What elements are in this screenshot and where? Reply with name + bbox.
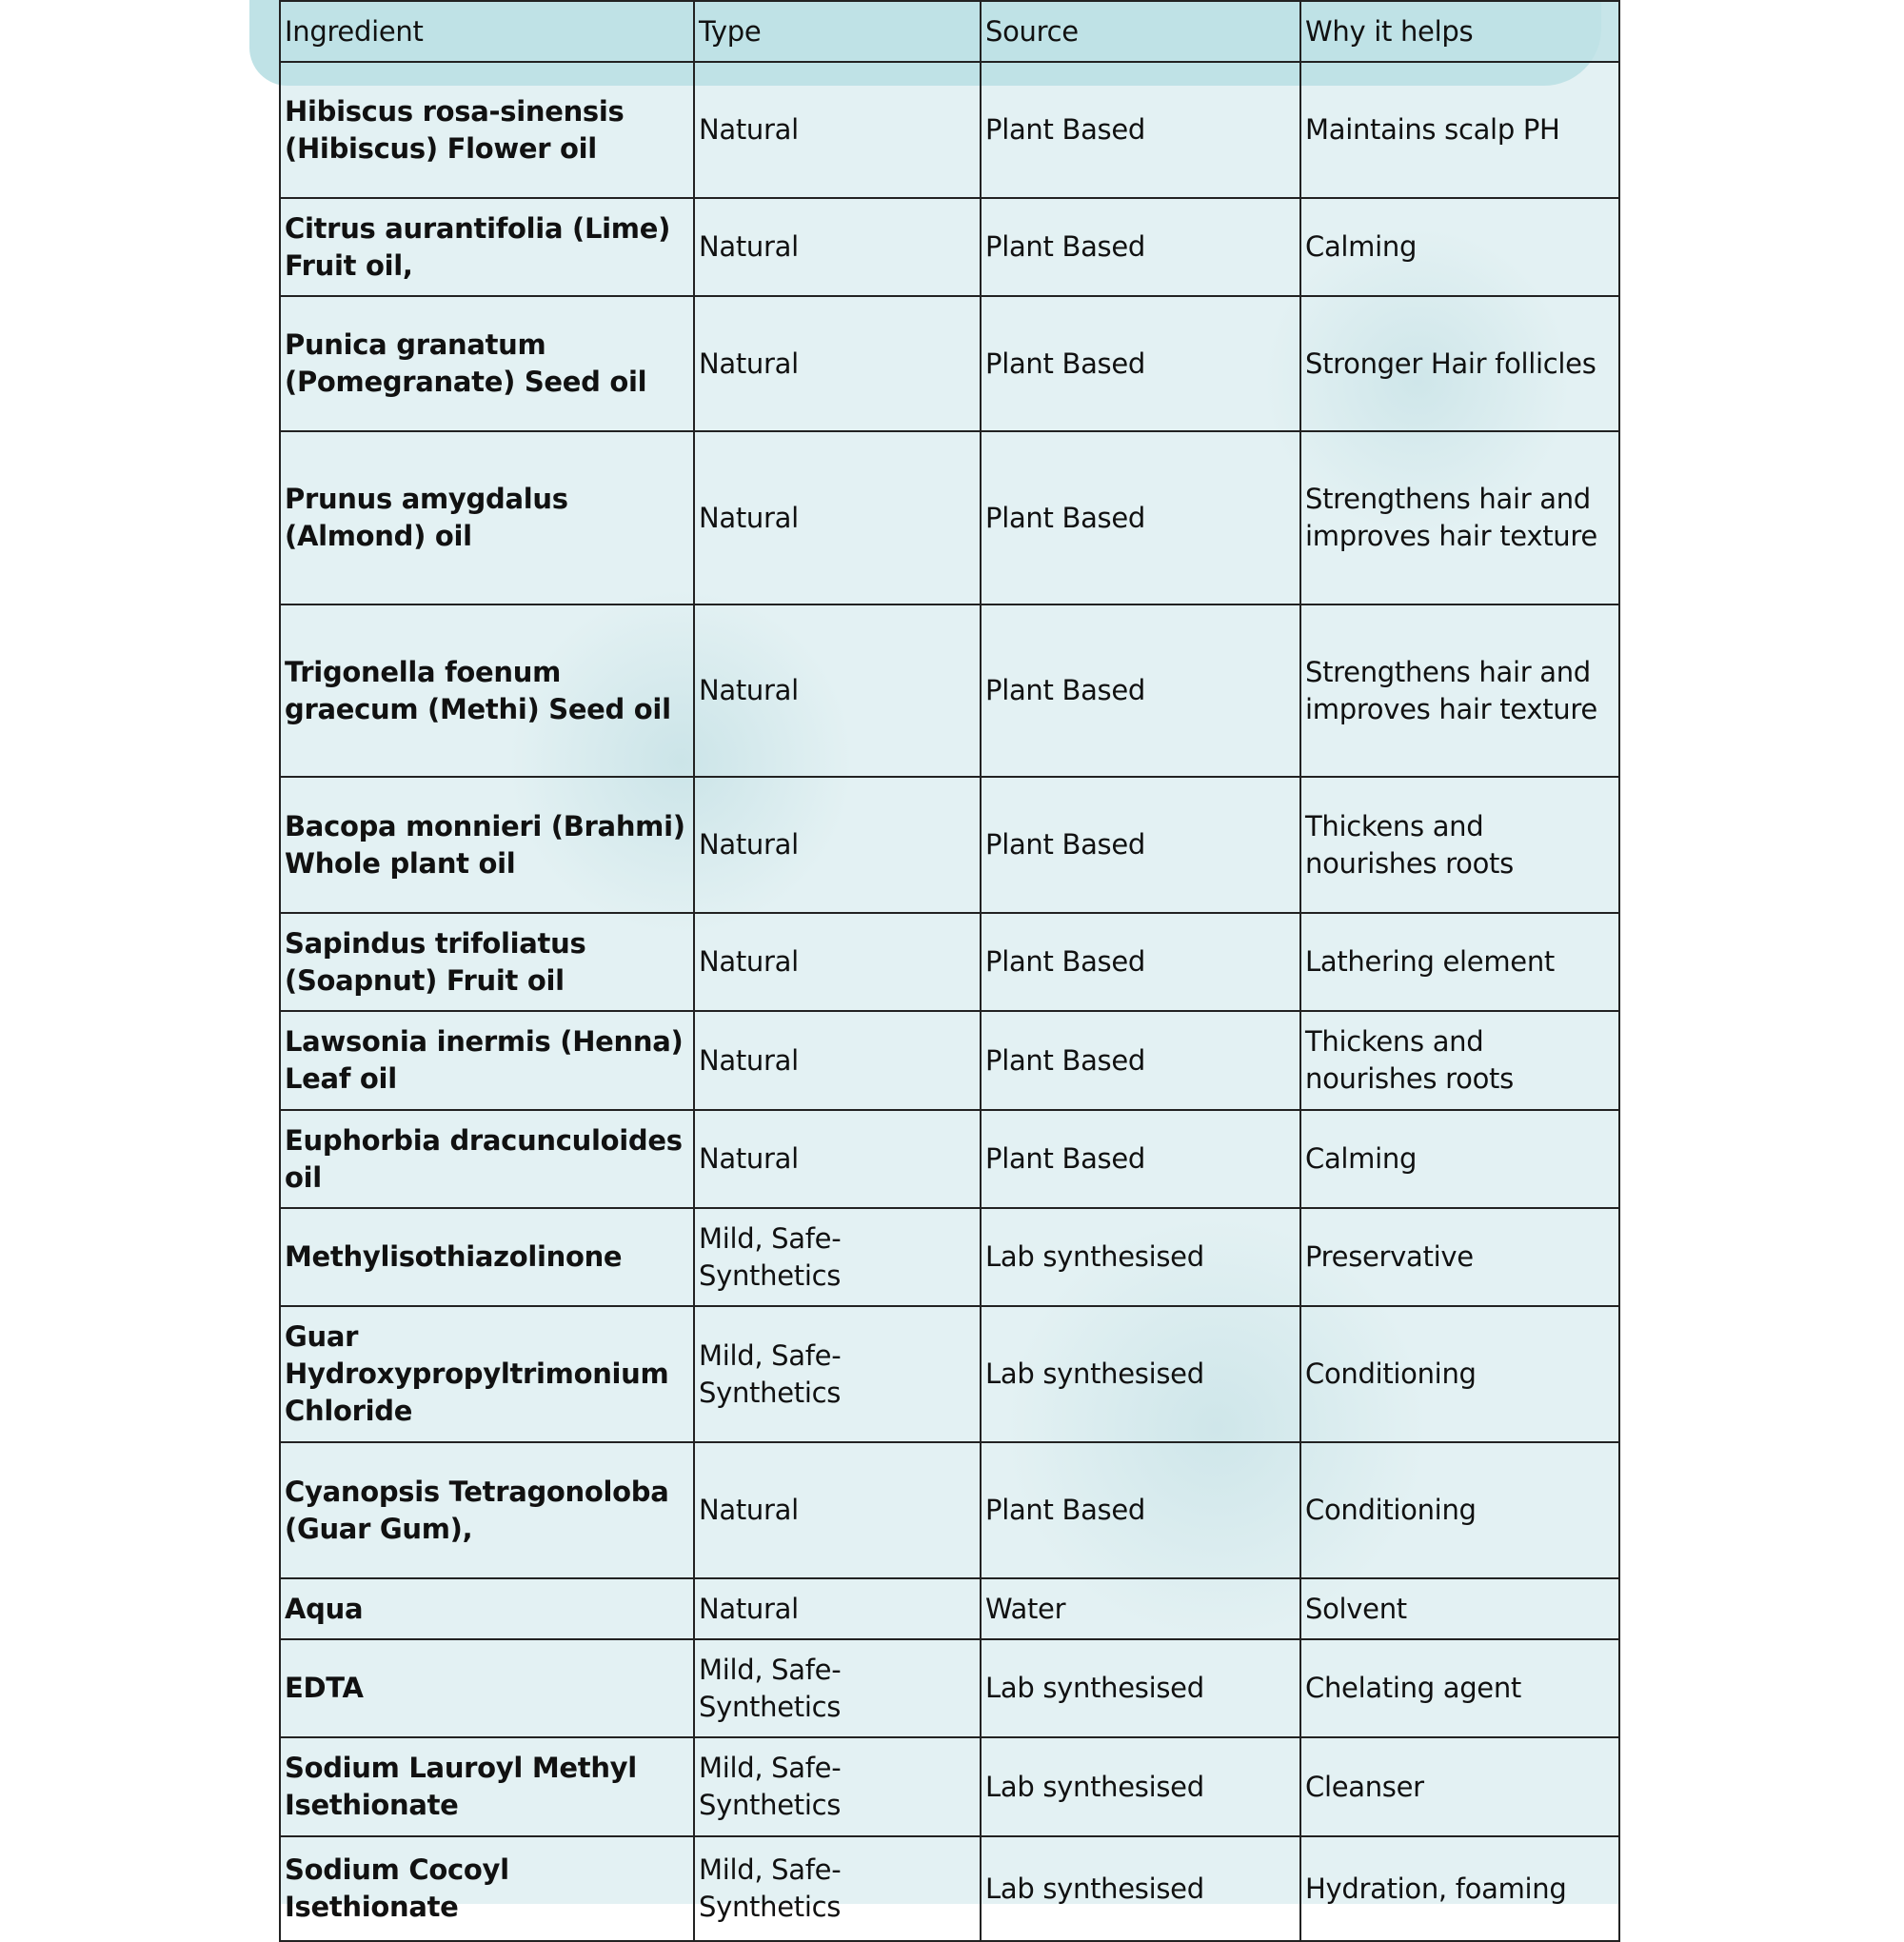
why-it-helps-cell: Lathering element [1299,912,1620,1012]
type-cell: Natural [693,197,982,297]
source-cell: Plant Based [980,61,1301,199]
header-type: Type [693,0,982,63]
why-it-helps-cell: Thickens and nourishes roots [1299,1010,1620,1111]
why-it-helps-cell: Solvent [1299,1577,1620,1640]
why-it-helps-cell: Hydration, foaming [1299,1835,1620,1942]
source-cell: Plant Based [980,1109,1301,1209]
ingredient-cell: Methylisothiazolinone [279,1207,695,1307]
type-cell: Mild, Safe-Synthetics [693,1736,982,1837]
type-cell: Mild, Safe-Synthetics [693,1207,982,1307]
type-cell: Natural [693,295,982,432]
type-cell: Mild, Safe-Synthetics [693,1638,982,1738]
ingredient-cell: Prunus amygdalus (Almond) oil [279,430,695,605]
source-cell: Plant Based [980,197,1301,297]
table-row: Aqua Natural Water Solvent [279,1577,1620,1640]
source-cell: Water [980,1577,1301,1640]
why-it-helps-cell: Chelating agent [1299,1638,1620,1738]
ingredient-cell: Bacopa monnieri (Brahmi) Whole plant oil [279,776,695,914]
table-row: Euphorbia dracunculoides oil Natural Plant… [279,1109,1620,1209]
type-cell: Natural [693,430,982,605]
ingredient-cell: Cyanopsis Tetragonoloba (Guar Gum), [279,1441,695,1579]
type-cell: Natural [693,1577,982,1640]
why-it-helps-cell: Stronger Hair follicles [1299,295,1620,432]
table-row: Guar Hydroxypropyltrimonium Chloride Mild… [279,1305,1620,1443]
why-it-helps-cell: Strengthens hair and improves hair textu… [1299,430,1620,605]
table-row: Trigonella foenum graecum (Methi) Seed o… [279,604,1620,778]
type-cell: Natural [693,1109,982,1209]
table-row: Bacopa monnieri (Brahmi) Whole plant oil… [279,776,1620,914]
source-cell: Plant Based [980,912,1301,1012]
type-cell: Mild, Safe-Synthetics [693,1305,982,1443]
type-cell: Natural [693,1010,982,1111]
source-cell: Lab synthesised [980,1638,1301,1738]
ingredient-cell: Lawsonia inermis (Henna) Leaf oil [279,1010,695,1111]
table-row: Hibiscus rosa-sinensis (Hibiscus) Flower… [279,61,1620,199]
why-it-helps-cell: Calming [1299,1109,1620,1209]
why-it-helps-cell: Thickens and nourishes roots [1299,776,1620,914]
ingredient-cell: Citrus aurantifolia (Lime) Fruit oil, [279,197,695,297]
why-it-helps-cell: Preservative [1299,1207,1620,1307]
why-it-helps-cell: Conditioning [1299,1441,1620,1579]
table-row: Sapindus trifoliatus (Soapnut) Fruit oil… [279,912,1620,1012]
table-row: EDTA Mild, Safe-Synthetics Lab synthesised… [279,1638,1620,1738]
source-cell: Plant Based [980,295,1301,432]
table-row: Sodium Lauroyl Methyl Isethionate Mild, S… [279,1736,1620,1837]
source-cell: Lab synthesised [980,1305,1301,1443]
header-source: Source [980,0,1301,63]
type-cell: Natural [693,61,982,199]
source-cell: Lab synthesised [980,1207,1301,1307]
table-row: Punica granatum (Pomegranate) Seed oil Na… [279,295,1620,432]
source-cell: Lab synthesised [980,1835,1301,1942]
why-it-helps-cell: Conditioning [1299,1305,1620,1443]
ingredient-cell: Euphorbia dracunculoides oil [279,1109,695,1209]
ingredient-cell: Hibiscus rosa-sinensis (Hibiscus) Flower… [279,61,695,199]
source-cell: Plant Based [980,776,1301,914]
type-cell: Natural [693,604,982,778]
ingredient-cell: EDTA [279,1638,695,1738]
type-cell: Natural [693,912,982,1012]
source-cell: Plant Based [980,1010,1301,1111]
ingredient-cell: Aqua [279,1577,695,1640]
type-cell: Natural [693,776,982,914]
header-ingredient: Ingredient [279,0,695,63]
ingredient-cell: Sodium Cocoyl Isethionate [279,1835,695,1942]
why-it-helps-cell: Calming [1299,197,1620,297]
table-row: Citrus aurantifolia (Lime) Fruit oil, Nat… [279,197,1620,297]
ingredient-cell: Guar Hydroxypropyltrimonium Chloride [279,1305,695,1443]
header-row: Ingredient Type Source Why it helps [279,0,1620,63]
table-row: Lawsonia inermis (Henna) Leaf oil Natural… [279,1010,1620,1111]
ingredients-table: Ingredient Type Source Why it helps Hibi… [279,0,1620,1942]
ingredient-cell: Sapindus trifoliatus (Soapnut) Fruit oil [279,912,695,1012]
source-cell: Plant Based [980,604,1301,778]
why-it-helps-cell: Cleanser [1299,1736,1620,1837]
source-cell: Lab synthesised [980,1736,1301,1837]
table-row: Methylisothiazolinone Mild, Safe-Syntheti… [279,1207,1620,1307]
source-cell: Plant Based [980,1441,1301,1579]
table-row: Sodium Cocoyl Isethionate Mild, Safe-Synt… [279,1835,1620,1942]
ingredient-cell: Punica granatum (Pomegranate) Seed oil [279,295,695,432]
header-why: Why it helps [1299,0,1620,63]
source-cell: Plant Based [980,430,1301,605]
type-cell: Natural [693,1441,982,1579]
table-row: Cyanopsis Tetragonoloba (Guar Gum), Natur… [279,1441,1620,1579]
type-cell: Mild, Safe-Synthetics [693,1835,982,1942]
why-it-helps-cell: Maintains scalp PH [1299,61,1620,199]
ingredient-cell: Trigonella foenum graecum (Methi) Seed o… [279,604,695,778]
ingredient-cell: Sodium Lauroyl Methyl Isethionate [279,1736,695,1837]
why-it-helps-cell: Strengthens hair and improves hair textu… [1299,604,1620,778]
table-row: Prunus amygdalus (Almond) oil Natural Plan… [279,430,1620,605]
